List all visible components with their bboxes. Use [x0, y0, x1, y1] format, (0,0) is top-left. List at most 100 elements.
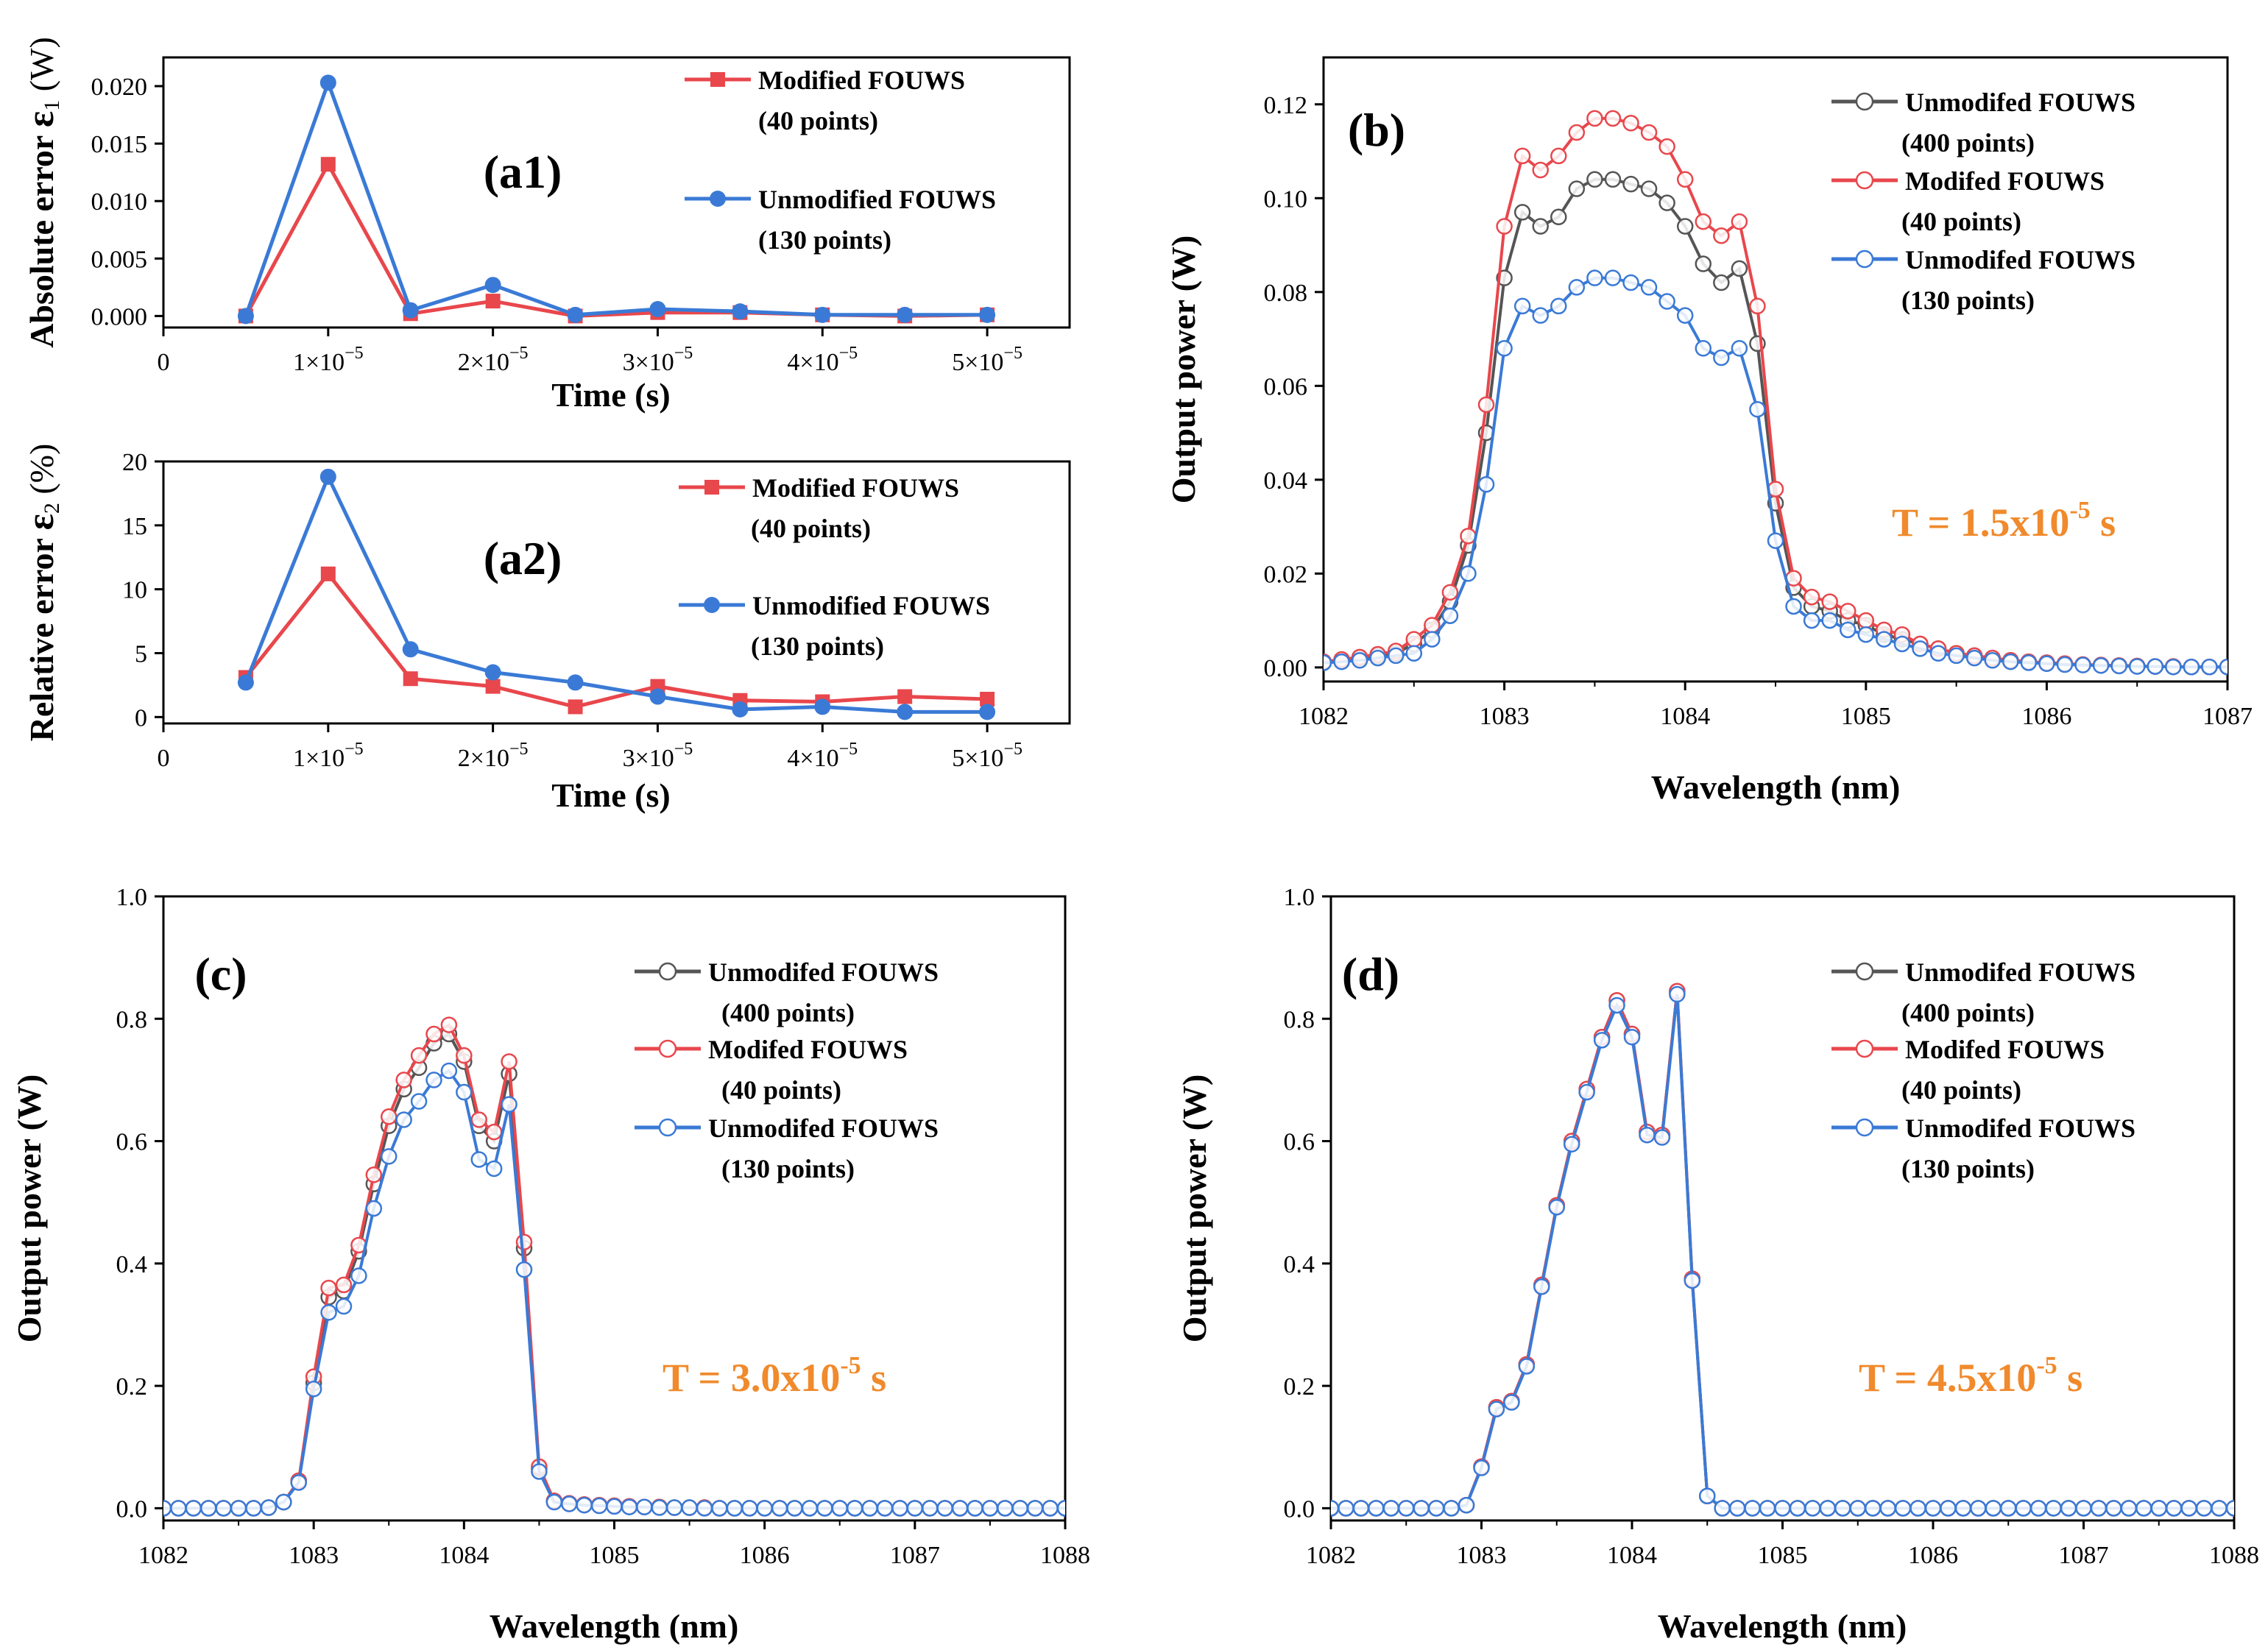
x-tick-label: 1084: [439, 1542, 489, 1569]
data-point: [1550, 297, 1567, 315]
series-line: [163, 1022, 1065, 1510]
x-tick-label-exp: −5: [345, 740, 364, 759]
data-point: [1749, 297, 1766, 315]
y-axis-label-subscript: 1: [40, 100, 64, 111]
x-tick-label: 1082: [1299, 703, 1349, 730]
data-point: [410, 1093, 428, 1110]
x-tick-label-exp: −5: [509, 344, 529, 363]
y-tick-label-text: 0.8: [1284, 1006, 1315, 1033]
data-point: [1026, 1500, 1044, 1517]
data-point: [365, 1200, 383, 1217]
data-point: [711, 1500, 728, 1517]
data-point: [1496, 340, 1513, 357]
data-point: [1954, 1500, 1972, 1517]
chart-panel-a2: 0 1×10−5 2×10−5 3×10−5 4×10−5 5×10−505101520T…: [20, 444, 1071, 814]
data-point: [1669, 985, 1686, 1003]
x-axis-label: Wavelength (nm): [490, 1607, 739, 1645]
legend-sublabel-text: (130 points): [758, 225, 891, 255]
x-tick-label-text: 1083: [289, 1542, 339, 1569]
legend-sublabel: (130 points): [751, 631, 884, 661]
data-point: [1940, 1500, 1957, 1517]
data-point: [1684, 1272, 1701, 1289]
data-point: [2165, 1500, 2183, 1517]
data-point: [501, 1096, 517, 1113]
legend-label-text: Unmodified FOUWS: [758, 185, 996, 214]
legend-sublabel-text: (130 points): [1901, 1154, 2035, 1183]
x-tick-label-text: 1083: [1480, 703, 1530, 730]
legend-label-text: Unmodified FOUWS: [752, 591, 990, 620]
data-point: [2015, 1500, 2032, 1517]
y-tick-label: 0.4: [116, 1251, 148, 1278]
data-point: [1622, 115, 1639, 132]
data-point: [1658, 194, 1675, 211]
x-tick-label-text: 1083: [1457, 1542, 1507, 1569]
data-point: [1441, 607, 1459, 624]
x-tick-label: 3×10−5: [623, 344, 693, 376]
y-axis-label-subscript: 2: [40, 503, 64, 514]
data-point: [425, 1025, 442, 1043]
x-tick-label-base: 4×10: [787, 349, 838, 376]
data-point: [1695, 213, 1712, 230]
x-tick-label-base: 3×10: [623, 349, 674, 376]
data-point: [260, 1499, 278, 1516]
data-point: [651, 1499, 668, 1516]
data-point: [320, 1279, 337, 1297]
y-axis-label: Output power (W): [10, 1074, 48, 1343]
data-point: [1876, 631, 1893, 648]
data-point: [1774, 1500, 1791, 1517]
data-point: [2201, 658, 2218, 676]
x-tick-label-exp: −5: [345, 344, 364, 363]
x-tick-label: 1086: [740, 1542, 790, 1569]
data-point: [237, 308, 254, 325]
x-axis-label: Time (s): [551, 376, 670, 414]
y-tick-label-text: 0.8: [116, 1006, 148, 1033]
data-point: [319, 468, 336, 485]
data-point: [906, 1500, 924, 1517]
data-point: [545, 1493, 563, 1511]
data-point: [1568, 279, 1586, 296]
data-point: [350, 1267, 367, 1284]
data-point: [200, 1500, 217, 1517]
legend-sublabel-text: (40 points): [721, 1075, 841, 1105]
annotation-unit: s: [2091, 500, 2116, 545]
data-point: [2211, 1500, 2228, 1517]
y-tick-label: 0.2: [116, 1373, 148, 1401]
x-tick-label: 1087: [2059, 1542, 2109, 1569]
y-tick-label-text: 0.0: [116, 1495, 148, 1523]
data-point: [410, 1047, 428, 1064]
data-point: [1513, 204, 1531, 221]
data-point: [335, 1297, 353, 1315]
legend-marker: [704, 597, 720, 613]
data-point: [732, 303, 749, 320]
data-point: [897, 704, 914, 720]
y-tick-label: 0.08: [1264, 280, 1308, 307]
x-tick-label-text: 1086: [1908, 1542, 1958, 1569]
data-point: [1427, 1500, 1445, 1517]
y-axis-label-main: Absolute error: [23, 127, 60, 348]
data-point: [1639, 1126, 1656, 1144]
legend-marker: [1855, 92, 1874, 111]
data-point: [2135, 1500, 2152, 1517]
y-tick-label: 20: [122, 449, 147, 476]
data-point: [456, 1047, 473, 1064]
data-point: [1804, 1500, 1821, 1517]
y-tick-label: 0.06: [1264, 373, 1308, 400]
data-point: [425, 1072, 442, 1088]
data-point: [1984, 652, 2001, 669]
data-point: [1460, 565, 1477, 582]
data-point: [1042, 1500, 1059, 1517]
data-point: [1533, 1278, 1550, 1295]
y-tick-label-text: 0.2: [116, 1373, 148, 1401]
legend-sublabel-text: (400 points): [1901, 128, 2035, 157]
y-tick-label: 10: [122, 577, 147, 604]
chart-panel-c: 1082 1083 1084 1085 1086 1087 1088 0.0 0.2 0.4 0.6…: [10, 884, 1090, 1645]
y-axis-label-text: Output power (W): [10, 1074, 48, 1343]
data-point: [696, 1500, 713, 1517]
panel-label: (c): [194, 948, 247, 1000]
y-tick-label: 0.010: [91, 188, 148, 216]
data-point: [1819, 1500, 1837, 1517]
y-tick-label: 0.0: [1284, 1495, 1315, 1523]
x-tick-label: 1087: [890, 1542, 940, 1569]
y-tick-label: 15: [122, 513, 147, 540]
data-point: [1749, 400, 1766, 418]
